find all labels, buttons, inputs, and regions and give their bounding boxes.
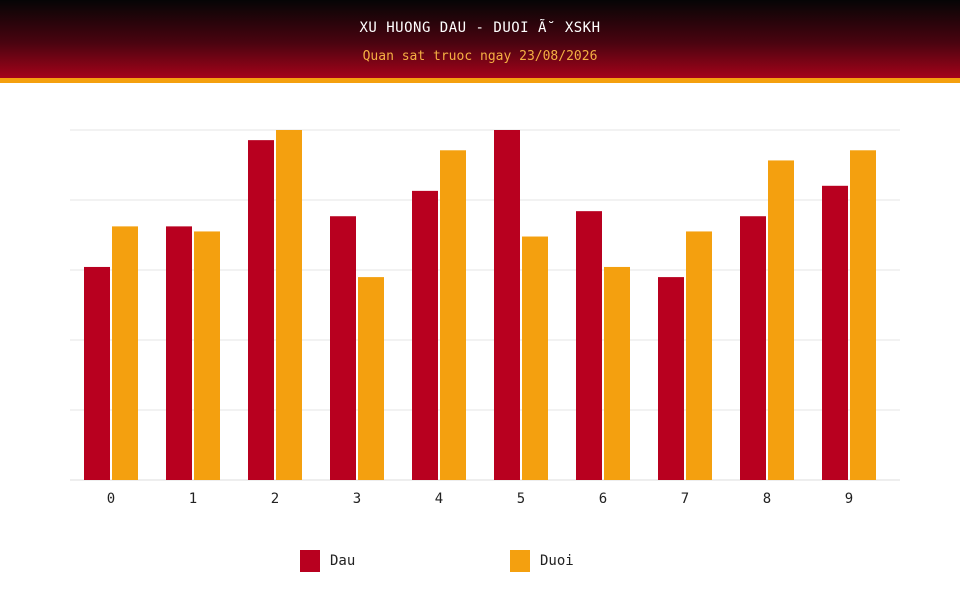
legend-label-dau: Dau: [330, 553, 356, 569]
bar-dau-6[interactable]: [576, 211, 602, 480]
x-tick-label: 6: [599, 491, 607, 507]
bar-dau-7[interactable]: [658, 277, 684, 480]
bar-chart: 0 1 2 3 4 5 6 7 8 9: [70, 129, 900, 507]
bar-dau-4[interactable]: [412, 190, 438, 480]
chart-subtitle: Quan sat truoc ngay 23/08/2026: [362, 49, 598, 64]
chart-title: XU HUONG DAU - DUOI Ã˘ XSKH: [359, 20, 601, 36]
bar-duoi-8[interactable]: [768, 160, 794, 480]
x-tick-label: 2: [271, 491, 279, 507]
bar-duoi-2[interactable]: [276, 130, 302, 480]
x-tick-label: 8: [763, 491, 771, 507]
bar-duoi-5[interactable]: [522, 236, 548, 480]
bar-duoi-0[interactable]: [112, 226, 138, 480]
bar-dau-9[interactable]: [822, 185, 848, 480]
legend-swatch-dau: [300, 550, 320, 572]
x-tick-label: 9: [845, 491, 853, 507]
bar-duoi-9[interactable]: [850, 150, 876, 480]
bar-duoi-6[interactable]: [604, 266, 630, 480]
chart-header: XU HUONG DAU - DUOI Ã˘ XSKH Quan sat tru…: [0, 0, 960, 78]
chart-legend: Dau Duoi: [0, 550, 960, 572]
x-tick-label: 4: [435, 491, 443, 507]
x-tick-label: 1: [189, 491, 197, 507]
bar-dau-0[interactable]: [84, 266, 110, 480]
bar-dau-2[interactable]: [248, 140, 274, 480]
bar-dau-8[interactable]: [740, 216, 766, 481]
legend-label-duoi: Duoi: [540, 553, 574, 569]
x-tick-label: 5: [517, 491, 525, 507]
bar-duoi-3[interactable]: [358, 277, 384, 480]
bar-dau-5[interactable]: [494, 130, 520, 480]
bar-dau-3[interactable]: [330, 216, 356, 481]
bar-duoi-7[interactable]: [686, 231, 712, 480]
bar-duoi-1[interactable]: [194, 231, 220, 480]
bar-duoi-4[interactable]: [440, 150, 466, 480]
x-tick-label: 0: [107, 491, 115, 507]
bar-dau-1[interactable]: [166, 226, 192, 480]
legend-swatch-duoi: [510, 550, 530, 572]
legend-item-dau[interactable]: Dau: [300, 550, 355, 572]
header-accent-stripe: [0, 78, 960, 83]
x-tick-label: 3: [353, 491, 361, 507]
legend-item-duoi[interactable]: Duoi: [510, 550, 574, 572]
x-tick-label: 7: [681, 491, 689, 507]
